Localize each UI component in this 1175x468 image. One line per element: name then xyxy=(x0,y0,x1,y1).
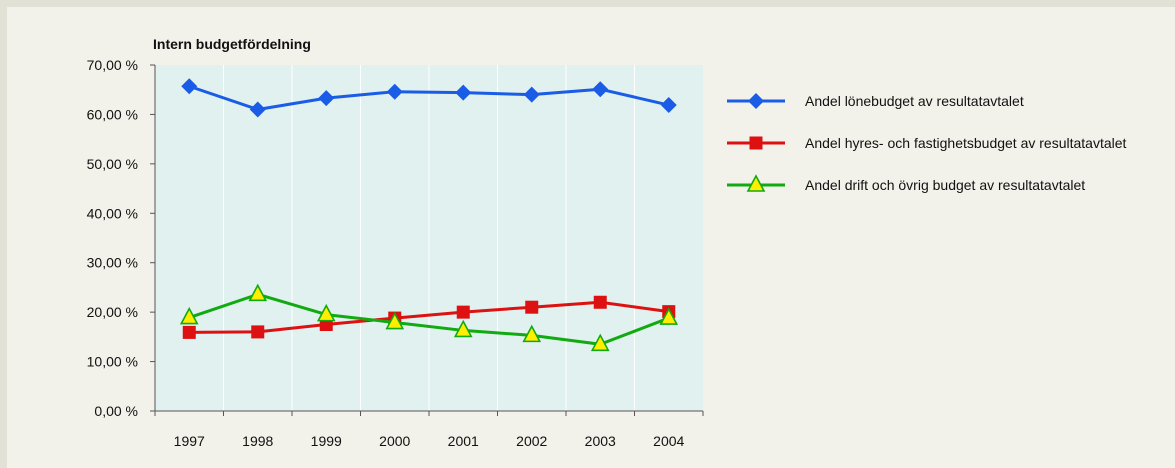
data-point-square xyxy=(525,300,539,314)
x-tick-label: 2004 xyxy=(653,433,684,449)
y-tick-label: 50,00 % xyxy=(87,156,138,172)
y-tick-label: 30,00 % xyxy=(87,255,138,271)
legend-label: Andel drift och övrig budget av resultat… xyxy=(805,177,1085,193)
data-point-square xyxy=(456,305,470,319)
x-axis-ticks: 1997 1998 1999 2000 2001 2002 2003 2004 xyxy=(154,411,704,449)
data-point-diamond xyxy=(523,86,540,103)
data-point-square xyxy=(251,325,265,339)
data-point-triangle xyxy=(746,174,766,192)
y-tick-label: 10,00 % xyxy=(87,354,138,370)
legend-item-3: Andel drift och övrig budget av resultat… xyxy=(727,174,1085,193)
chart-title: Intern budgetfördelning xyxy=(153,36,311,52)
x-tick-label: 2003 xyxy=(585,433,616,449)
series-3 xyxy=(179,283,679,352)
data-point-triangle xyxy=(316,303,336,322)
data-point-triangle xyxy=(179,306,199,325)
x-tick-label: 1998 xyxy=(242,433,273,449)
data-point-triangle xyxy=(385,311,405,330)
data-point-triangle xyxy=(453,319,473,338)
y-axis-ticks: 0,00 % 10,00 % 20,00 % 30,00 % 40,00 % 50,00 … xyxy=(87,57,155,419)
series-layer xyxy=(179,78,679,352)
y-tick-label: 20,00 % xyxy=(87,304,138,320)
data-point-diamond xyxy=(249,101,266,118)
data-point-diamond xyxy=(748,93,764,109)
y-tick-label: 60,00 % xyxy=(87,106,138,122)
y-tick-label: 0,00 % xyxy=(94,403,138,419)
grid-lines xyxy=(223,65,635,411)
data-point-diamond xyxy=(318,90,335,107)
data-point-diamond xyxy=(386,83,403,100)
data-point-triangle xyxy=(590,333,610,352)
x-tick-label: 2000 xyxy=(379,433,410,449)
y-tick-label: 70,00 % xyxy=(87,57,138,73)
data-point-square xyxy=(182,325,196,339)
legend-item-1: Andel lönebudget av resultatavtalet xyxy=(727,93,1024,109)
data-point-diamond xyxy=(455,84,472,101)
data-point-square xyxy=(749,136,763,150)
data-point-diamond xyxy=(660,97,677,114)
legend: Andel lönebudget av resultatavtalet Andel… xyxy=(727,93,1127,193)
data-point-diamond xyxy=(592,81,609,98)
legend-item-2: Andel hyres- och fastighetsbudget av res… xyxy=(727,135,1127,151)
series-line xyxy=(189,300,669,334)
series-line xyxy=(188,292,670,346)
data-point-triangle xyxy=(248,283,268,302)
x-tick-label: 1999 xyxy=(311,433,342,449)
data-point-triangle xyxy=(522,324,542,343)
x-tick-label: 1997 xyxy=(174,433,205,449)
legend-label: Andel hyres- och fastighetsbudget av res… xyxy=(805,135,1127,151)
legend-label: Andel lönebudget av resultatavtalet xyxy=(805,93,1024,109)
data-point-square xyxy=(593,295,607,309)
data-point-triangle xyxy=(659,307,679,325)
series-line xyxy=(188,84,670,111)
data-point-diamond xyxy=(181,78,198,95)
y-tick-label: 40,00 % xyxy=(87,205,138,221)
series-1 xyxy=(181,78,677,118)
x-tick-label: 2001 xyxy=(448,433,479,449)
x-tick-label: 2002 xyxy=(516,433,547,449)
